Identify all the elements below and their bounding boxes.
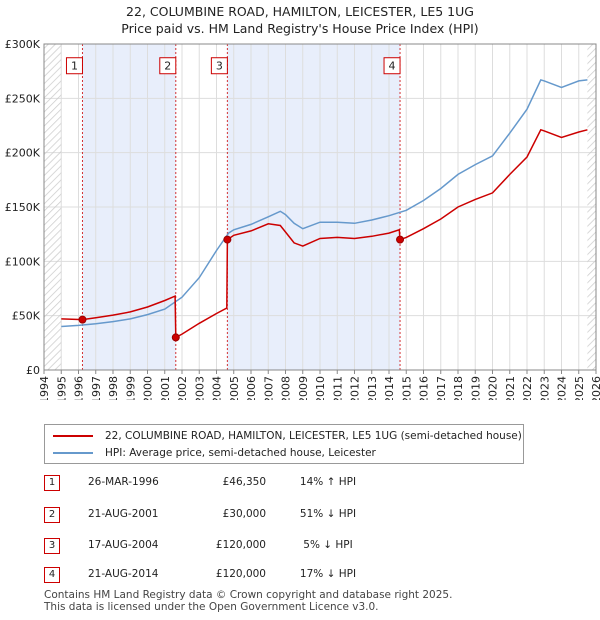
transaction-date: 17-AUG-2004 — [88, 539, 159, 551]
x-tick-label: 1994 — [38, 376, 51, 400]
sale-point — [223, 235, 232, 244]
x-tick-label: 2016 — [418, 376, 431, 400]
sale-point — [396, 235, 405, 244]
chart-title: 22, COLUMBINE ROAD, HAMILTON, LEICESTER,… — [126, 4, 474, 19]
transaction-marker-label: 4 — [389, 60, 396, 73]
hpi-series-line — [61, 79, 588, 328]
transaction-marker-box — [65, 57, 83, 75]
footer-copyright: Contains HM Land Registry data © Crown c… — [44, 589, 453, 601]
x-tick-label: 2020 — [487, 376, 500, 400]
pre-data-hatch-region — [44, 44, 62, 370]
x-tick-label: 2012 — [349, 376, 362, 400]
x-tick-label: 2007 — [262, 376, 275, 400]
x-tick-label: 2001 — [159, 376, 172, 400]
y-tick-label: £50K — [12, 310, 41, 323]
transaction-price: £30,000 — [222, 508, 266, 520]
x-tick-label: 2014 — [383, 376, 396, 400]
transaction-marker-label: 2 — [164, 60, 171, 73]
x-tick-label: 2026 — [590, 376, 600, 400]
x-tick-label: 2004 — [211, 376, 224, 400]
transaction-price: £120,000 — [215, 539, 266, 551]
transaction-row: 4 21-AUG-2014 £120,000 17% ↓ HPI — [44, 567, 564, 585]
x-tick-label: 2022 — [521, 376, 534, 400]
transaction-date: 26-MAR-1996 — [88, 476, 159, 488]
chart-subtitle: Price paid vs. HM Land Registry's House … — [121, 21, 479, 36]
transaction-date: 21-AUG-2014 — [88, 568, 159, 580]
footer-license: This data is licensed under the Open Gov… — [44, 601, 379, 613]
legend-label-hpi: HPI: Average price, semi-detached house,… — [105, 447, 376, 459]
x-tick-label: 2002 — [176, 376, 189, 400]
transaction-hpi-diff: 14% ↑ HPI — [299, 476, 357, 488]
transaction-hpi-diff: 17% ↓ HPI — [299, 568, 357, 580]
x-tick-label: 1996 — [73, 376, 86, 400]
legend-swatch-property — [53, 435, 93, 437]
x-tick-label: 1998 — [107, 376, 120, 400]
x-tick-label: 1997 — [90, 376, 103, 400]
transaction-hpi-diff: 5% ↓ HPI — [303, 539, 353, 551]
y-tick-label: £300K — [5, 38, 41, 51]
sale-point — [78, 315, 87, 324]
transaction-price: £120,000 — [215, 568, 266, 580]
transaction-row: 2 21-AUG-2001 £30,000 51% ↓ HPI — [44, 507, 564, 525]
y-tick-label: £200K — [5, 147, 41, 160]
transaction-marker-label: 1 — [71, 60, 78, 73]
transaction-row: 1 26-MAR-1996 £46,350 14% ↑ HPI — [44, 475, 564, 493]
price-chart: 1 2 3 4 £0 £50K £100K £150K £200K £250K £300K 1994 1… — [5, 38, 600, 400]
y-tick-label: £150K — [5, 201, 41, 214]
y-tick-label: £250K — [5, 92, 41, 105]
transaction-number-badge: 4 — [44, 567, 60, 583]
transaction-number-badge: 1 — [44, 475, 60, 491]
x-tick-label: 2017 — [435, 376, 448, 400]
x-tick-label: 2005 — [228, 376, 241, 400]
x-tick-label: 2023 — [538, 376, 551, 400]
legend-item-property: 22, COLUMBINE ROAD, HAMILTON, LEICESTER,… — [53, 428, 522, 444]
y-tick-label: £0 — [26, 364, 40, 377]
transaction-marker-box — [383, 57, 401, 75]
transaction-marker-label: 3 — [216, 60, 223, 73]
transaction-hpi-diff: 51% ↓ HPI — [299, 508, 357, 520]
x-tick-label: 2025 — [573, 376, 586, 400]
transaction-number-badge: 3 — [44, 538, 60, 554]
x-tick-label: 2021 — [504, 376, 517, 400]
price-series-line — [61, 128, 588, 339]
x-tick-label: 2009 — [297, 376, 310, 400]
transaction-marker-box — [210, 57, 228, 75]
x-tick-label: 2018 — [452, 376, 465, 400]
x-tick-label: 2011 — [331, 376, 344, 400]
x-tick-label: 2006 — [245, 376, 258, 400]
x-tick-label: 2010 — [314, 376, 327, 400]
x-tick-label: 2003 — [193, 376, 206, 400]
legend-label-property: 22, COLUMBINE ROAD, HAMILTON, LEICESTER,… — [105, 430, 522, 442]
forecast-hatch-region — [587, 44, 596, 370]
sale-point — [171, 333, 180, 342]
transaction-price: £46,350 — [222, 476, 266, 488]
x-tick-label: 2015 — [400, 376, 413, 400]
transaction-number-badge: 2 — [44, 507, 60, 523]
x-tick-label: 2019 — [469, 376, 482, 400]
transaction-row: 3 17-AUG-2004 £120,000 5% ↓ HPI — [44, 538, 564, 556]
legend-swatch-hpi — [53, 452, 93, 454]
y-tick-label: £100K — [5, 255, 41, 268]
x-tick-label: 2013 — [366, 376, 379, 400]
x-tick-label: 2000 — [142, 376, 155, 400]
x-tick-label: 1995 — [55, 376, 68, 400]
transaction-date: 21-AUG-2001 — [88, 508, 159, 520]
legend-item-hpi: HPI: Average price, semi-detached house,… — [53, 445, 376, 461]
x-tick-label: 2024 — [556, 376, 569, 400]
transaction-marker-box — [159, 57, 177, 75]
chart-legend: 22, COLUMBINE ROAD, HAMILTON, LEICESTER,… — [44, 424, 524, 464]
x-tick-label: 1999 — [124, 376, 137, 400]
x-tick-label: 2008 — [280, 376, 293, 400]
